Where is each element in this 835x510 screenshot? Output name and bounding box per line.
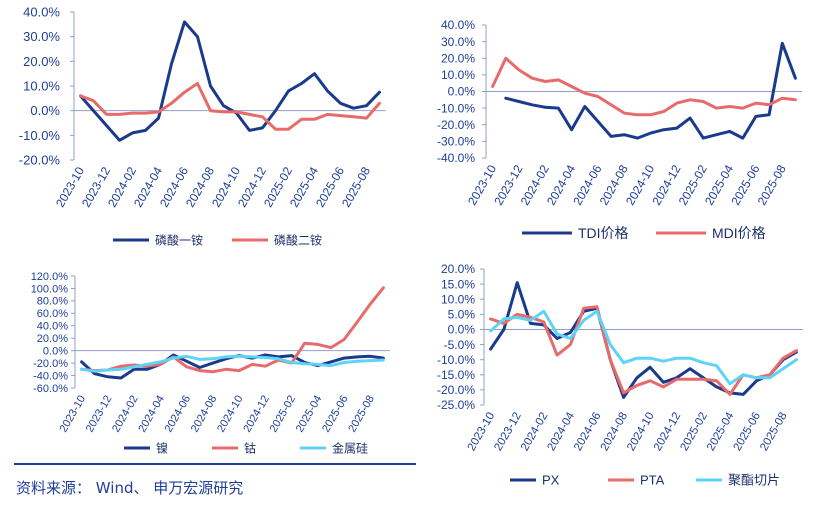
legend-label-1: 镍	[156, 441, 168, 455]
y-tick-label: 40.0%	[37, 321, 68, 333]
y-tick-label: -10.0%	[437, 101, 475, 115]
y-tick-label: -60.0%	[33, 383, 68, 395]
series-line-2	[491, 56, 797, 117]
x-tick-label: 2025-08	[346, 394, 377, 435]
y-tick-label: -20.0%	[33, 358, 68, 370]
chart-metals: -60.0%-40.0%-20.0%0.0%20.0%40.0%60.0%80.…	[31, 271, 390, 455]
y-tick-label: 0.0%	[30, 103, 60, 118]
y-tick-label: 100.0%	[31, 283, 69, 295]
y-tick-label: 0.0%	[448, 85, 476, 99]
y-tick-label: 20.0%	[37, 333, 68, 345]
y-tick-label: 10.0%	[441, 292, 475, 306]
series-line-3	[489, 309, 798, 386]
series-line-2	[79, 82, 381, 131]
y-tick-label: 80.0%	[37, 296, 68, 308]
chart-tdi-mdi: -40.0% -30.0% -20.0% -10.0% 0.0% 10.0% 20.0% 30…	[437, 18, 802, 241]
y-tick-label: 5.0%	[448, 308, 476, 322]
legend-label-3: 聚酯切片	[728, 473, 780, 488]
y-tick-label: -15.0%	[437, 368, 475, 382]
series-line-1	[504, 41, 797, 140]
series-line-1	[79, 20, 381, 142]
legend-label-1: PX	[542, 473, 560, 488]
y-tick-label: 20.0%	[441, 262, 475, 276]
y-tick-label: -25.0%	[437, 398, 475, 412]
y-tick-label: -20.0%	[19, 153, 61, 168]
y-tick-label: -10.0%	[19, 128, 61, 143]
y-tick-label: -5.0%	[444, 338, 476, 352]
x-tick-label: 2025-08	[758, 411, 790, 454]
y-tick-label: -40.0%	[33, 370, 68, 382]
y-tick-label: 0.0%	[448, 323, 476, 337]
series-line-3	[80, 354, 385, 373]
y-tick-label: 30.0%	[23, 29, 60, 44]
y-tick-label: -10.0%	[437, 353, 475, 367]
y-tick-label: 10.0%	[441, 68, 475, 82]
series-line-1	[489, 281, 798, 399]
series-line-2	[80, 286, 385, 374]
y-tick-label: -20.0%	[437, 118, 475, 132]
y-tick-label: -40.0%	[437, 151, 475, 165]
y-tick-label: 30.0%	[441, 35, 475, 49]
legend-label-3: 金属硅	[332, 440, 368, 455]
y-tick-label: 20.0%	[441, 51, 475, 65]
source-note: 资料来源： Wind、 申万宏源研究	[16, 479, 244, 497]
y-tick-label: 60.0%	[37, 308, 68, 320]
y-tick-label: 40.0%	[441, 18, 475, 32]
y-tick-label: 20.0%	[23, 54, 60, 69]
y-tick-label: -20.0%	[437, 383, 475, 397]
y-tick-label: 40.0%	[23, 5, 60, 20]
chart-polyester: -25.0%-20.0%-15.0%-10.0%-5.0%0.0%5.0% 10.…	[437, 262, 803, 488]
legend-label-2: 钴	[244, 440, 256, 455]
y-tick-label: 120.0%	[31, 271, 69, 283]
series-line-2	[489, 305, 798, 396]
chart-phosphate: -20.0%-10.0%0.0%10.0%20.0%30.0%40.0%2023…	[19, 5, 386, 247]
legend-label-2: PTA	[640, 473, 665, 488]
y-tick-label: 0.0%	[43, 346, 68, 358]
legend-label-1: TDI价格	[578, 225, 629, 241]
legend-label-1: 磷酸一铵	[155, 232, 203, 247]
y-tick-label: 15.0%	[441, 277, 475, 291]
legend-label-2: MDI价格	[712, 225, 766, 241]
source-divider	[14, 463, 416, 465]
y-tick-label: 10.0%	[23, 79, 60, 94]
legend-label-2: 磷酸二铵	[274, 232, 322, 247]
y-tick-label: -30.0%	[437, 135, 475, 149]
